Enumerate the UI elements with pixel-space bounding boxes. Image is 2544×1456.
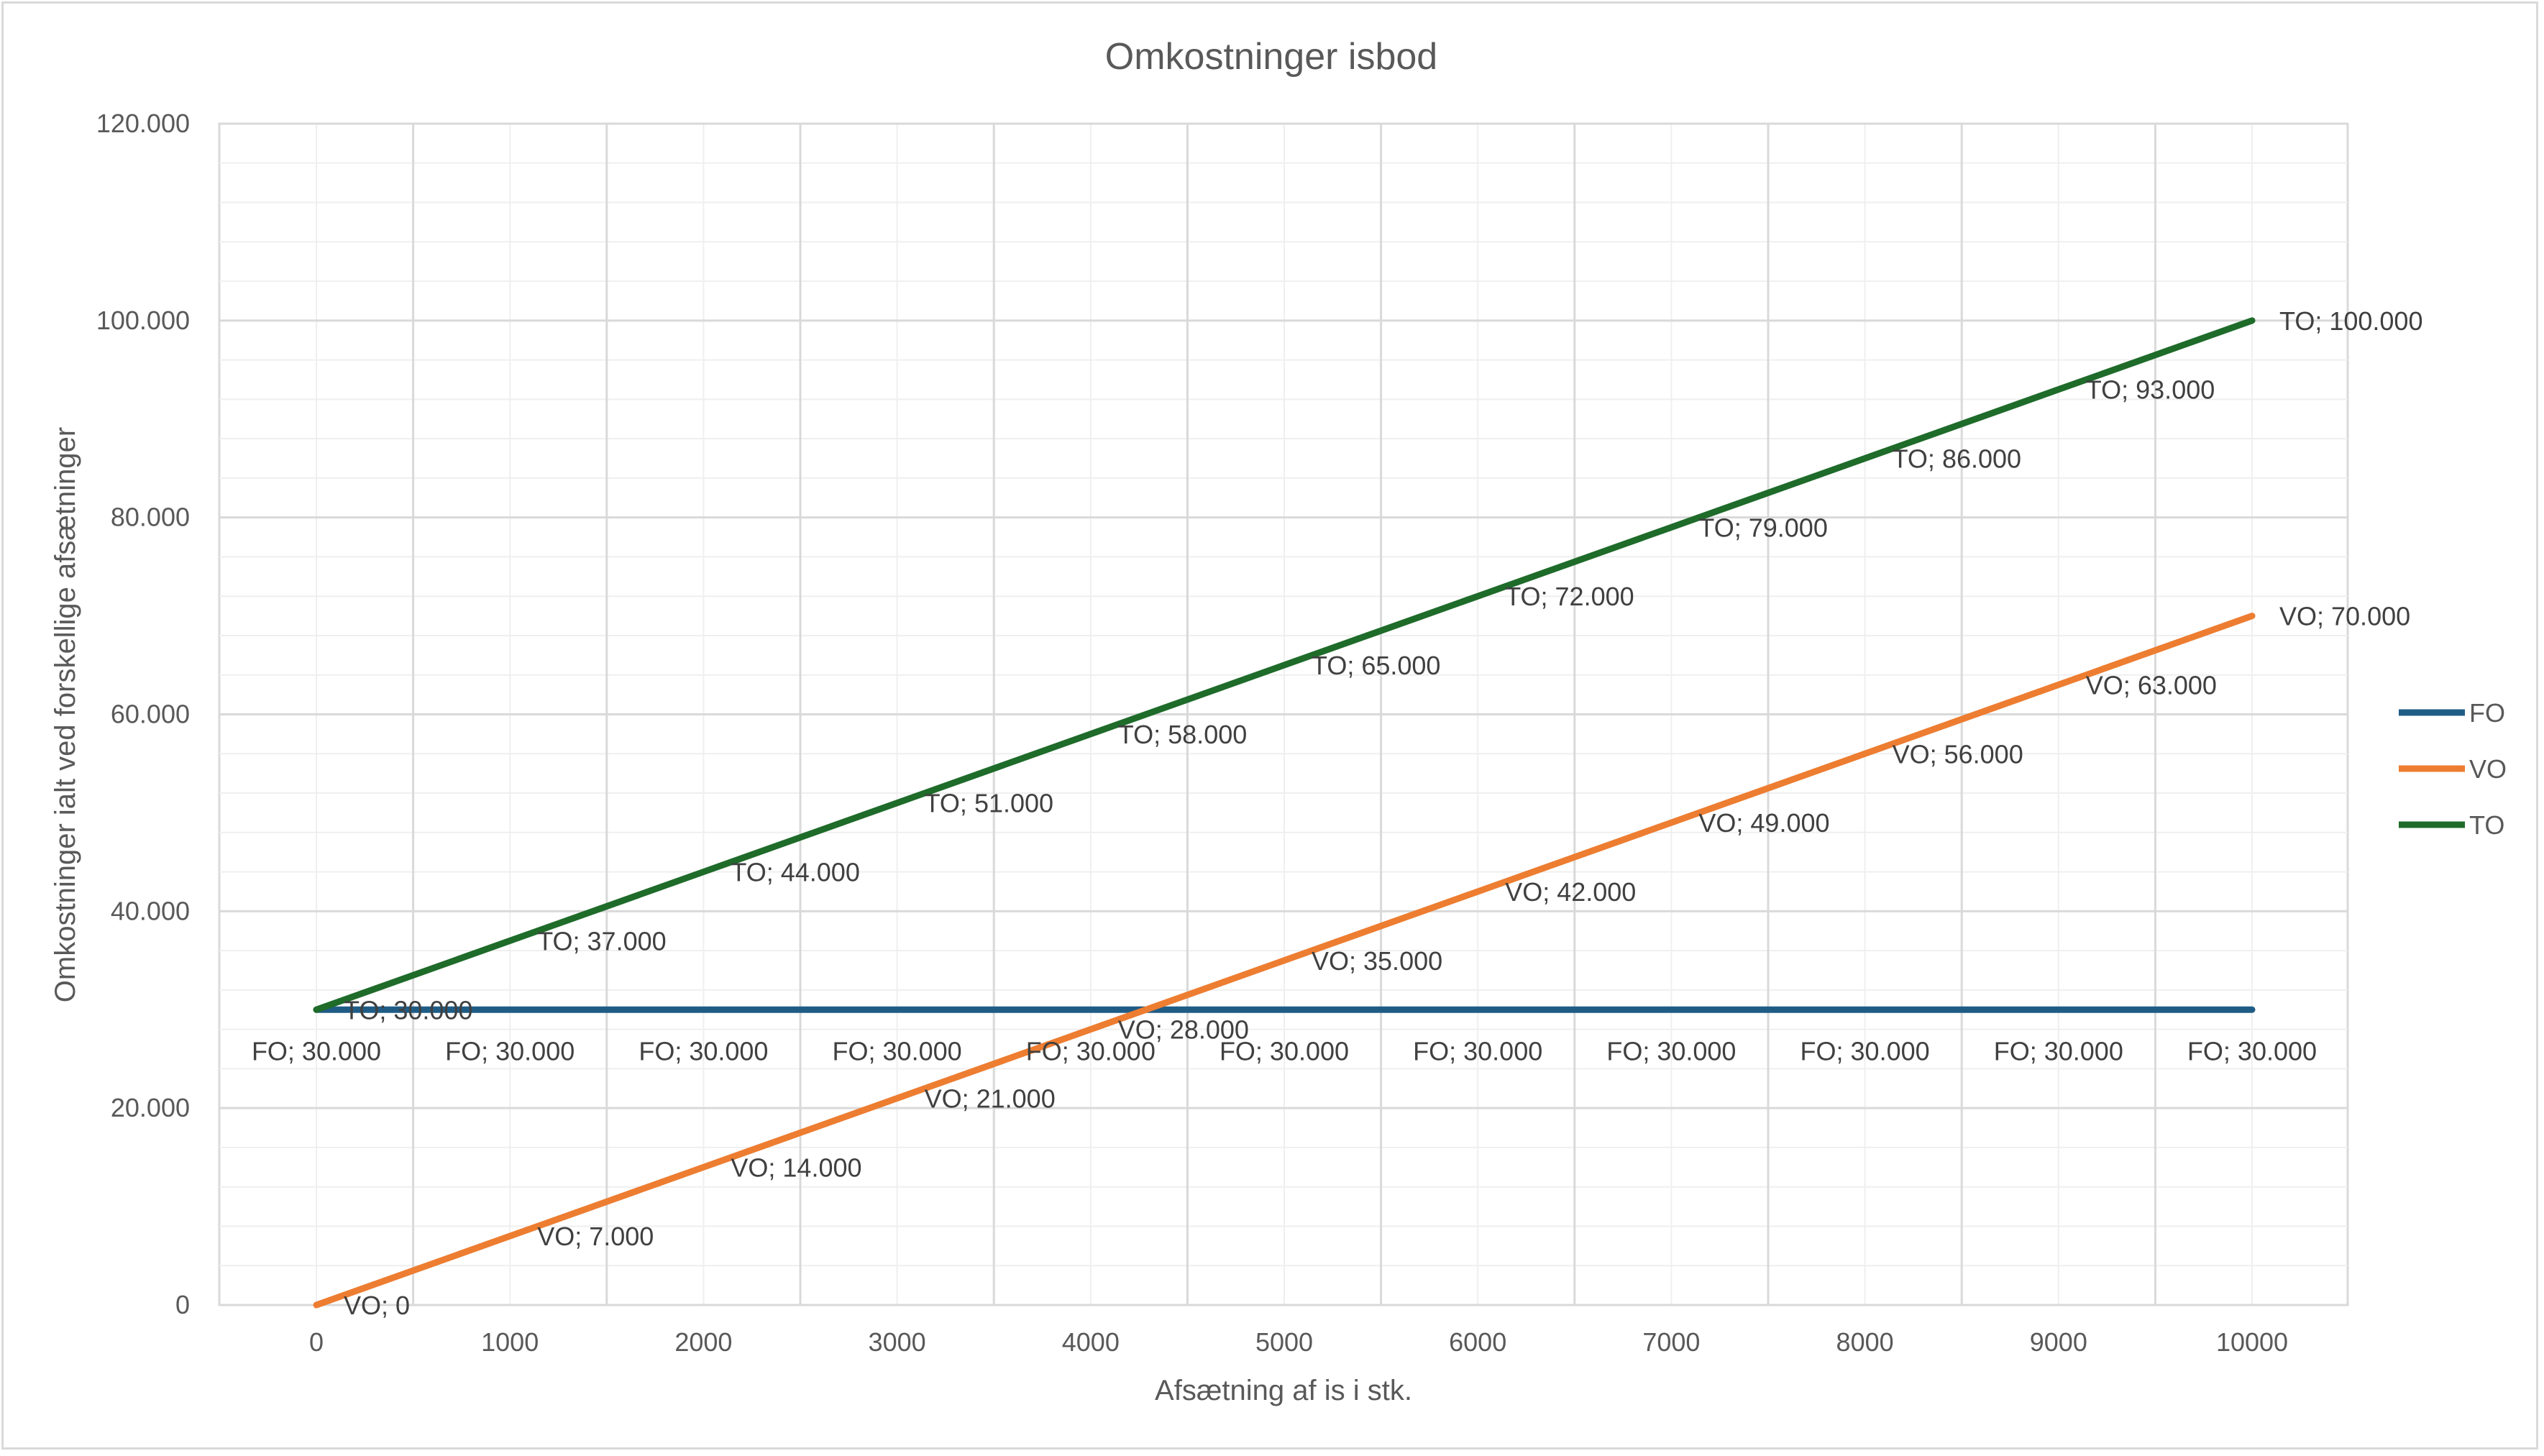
legend-label-fo: FO — [2469, 698, 2505, 728]
x-tick-label: 0 — [309, 1327, 324, 1357]
data-label-fo: FO; 30.000 — [445, 1036, 575, 1066]
data-label-vo: VO; 14.000 — [731, 1153, 861, 1182]
data-label-fo: FO; 30.000 — [1413, 1036, 1542, 1066]
data-labels: FO; 30.000 FO; 30.000 FO; 30.000 FO; 30.000… — [252, 306, 2423, 1320]
data-label-to: TO; 100.000 — [2279, 306, 2422, 336]
y-tick-label: 120.000 — [96, 109, 190, 138]
data-label-to: TO; 86.000 — [1893, 444, 2021, 474]
data-label-to: TO; 37.000 — [537, 926, 666, 956]
data-label-vo: VO; 42.000 — [1505, 877, 1636, 907]
data-label-to: TO; 93.000 — [2086, 375, 2215, 405]
x-tick-label: 6000 — [1449, 1327, 1506, 1357]
data-label-vo: VO; 0 — [344, 1291, 410, 1320]
legend-label-vo: VO — [2469, 754, 2507, 784]
data-label-to: TO; 72.000 — [1505, 582, 1634, 611]
x-tick-label: 5000 — [1255, 1327, 1313, 1357]
y-tick-label: 40.000 — [111, 896, 190, 925]
legend: FO VO TO — [2399, 698, 2507, 840]
data-label-to: TO; 65.000 — [1312, 651, 1440, 680]
series-line-to — [313, 317, 2256, 1013]
x-tick-label: 1000 — [481, 1327, 539, 1357]
data-label-vo: VO; 28.000 — [1118, 1015, 1249, 1045]
x-tick-label: 7000 — [1642, 1327, 1700, 1357]
data-label-fo: FO; 30.000 — [833, 1036, 962, 1066]
data-label-vo: VO; 21.000 — [925, 1084, 1056, 1113]
data-label-to: TO; 51.000 — [925, 789, 1053, 818]
y-tick-label: 0 — [175, 1290, 190, 1319]
gridlines — [219, 122, 2348, 1306]
x-tick-label: 8000 — [1836, 1327, 1894, 1357]
chart-title: Omkostninger isbod — [1105, 36, 1437, 78]
data-label-fo: FO; 30.000 — [1994, 1036, 2123, 1066]
data-label-vo: VO; 7.000 — [537, 1222, 654, 1251]
y-tick-label: 60.000 — [111, 700, 190, 729]
x-tick-label: 10000 — [2216, 1327, 2288, 1357]
x-tick-label: 2000 — [674, 1327, 732, 1357]
x-axis-tick-labels: 0 1000 2000 3000 4000 5000 6000 7000 8000 9000 100… — [309, 1327, 2288, 1357]
data-label-fo: FO; 30.000 — [2187, 1036, 2317, 1066]
data-label-fo: FO; 30.000 — [639, 1036, 768, 1066]
y-tick-label: 20.000 — [111, 1093, 190, 1122]
y-tick-label: 100.000 — [96, 306, 190, 335]
data-label-vo: VO; 56.000 — [1893, 739, 2023, 769]
data-label-to: TO; 79.000 — [1698, 513, 1827, 542]
data-label-vo: VO; 70.000 — [2279, 602, 2410, 631]
y-tick-label: 80.000 — [111, 503, 190, 532]
data-label-to: TO; 30.000 — [344, 995, 472, 1025]
data-label-vo: VO; 49.000 — [1698, 808, 1829, 838]
data-label-fo: FO; 30.000 — [1026, 1036, 1156, 1066]
data-label-vo: VO; 63.000 — [2086, 670, 2217, 700]
data-label-to: TO; 44.000 — [731, 858, 859, 887]
x-axis-title: Afsætning af is i stk. — [1155, 1375, 1412, 1406]
data-label-fo: FO; 30.000 — [252, 1036, 381, 1066]
y-axis-tick-labels: 0 20.000 40.000 60.000 80.000 100.000 120.000 — [96, 109, 190, 1319]
series-lines — [313, 317, 2256, 1309]
data-label-fo: FO; 30.000 — [1606, 1036, 1736, 1066]
y-axis-title: Omkostninger ialt ved forskellige afsætn… — [50, 427, 81, 1002]
data-label-fo: FO; 30.000 — [1220, 1036, 1349, 1066]
data-label-vo: VO; 35.000 — [1312, 946, 1442, 976]
x-tick-label: 9000 — [2030, 1327, 2087, 1357]
legend-label-to: TO — [2469, 810, 2504, 840]
data-label-to: TO; 58.000 — [1118, 720, 1247, 749]
x-tick-label: 4000 — [1062, 1327, 1120, 1357]
x-tick-label: 3000 — [869, 1327, 926, 1357]
series-line-vo — [313, 613, 2256, 1309]
data-label-fo: FO; 30.000 — [1801, 1036, 1930, 1066]
